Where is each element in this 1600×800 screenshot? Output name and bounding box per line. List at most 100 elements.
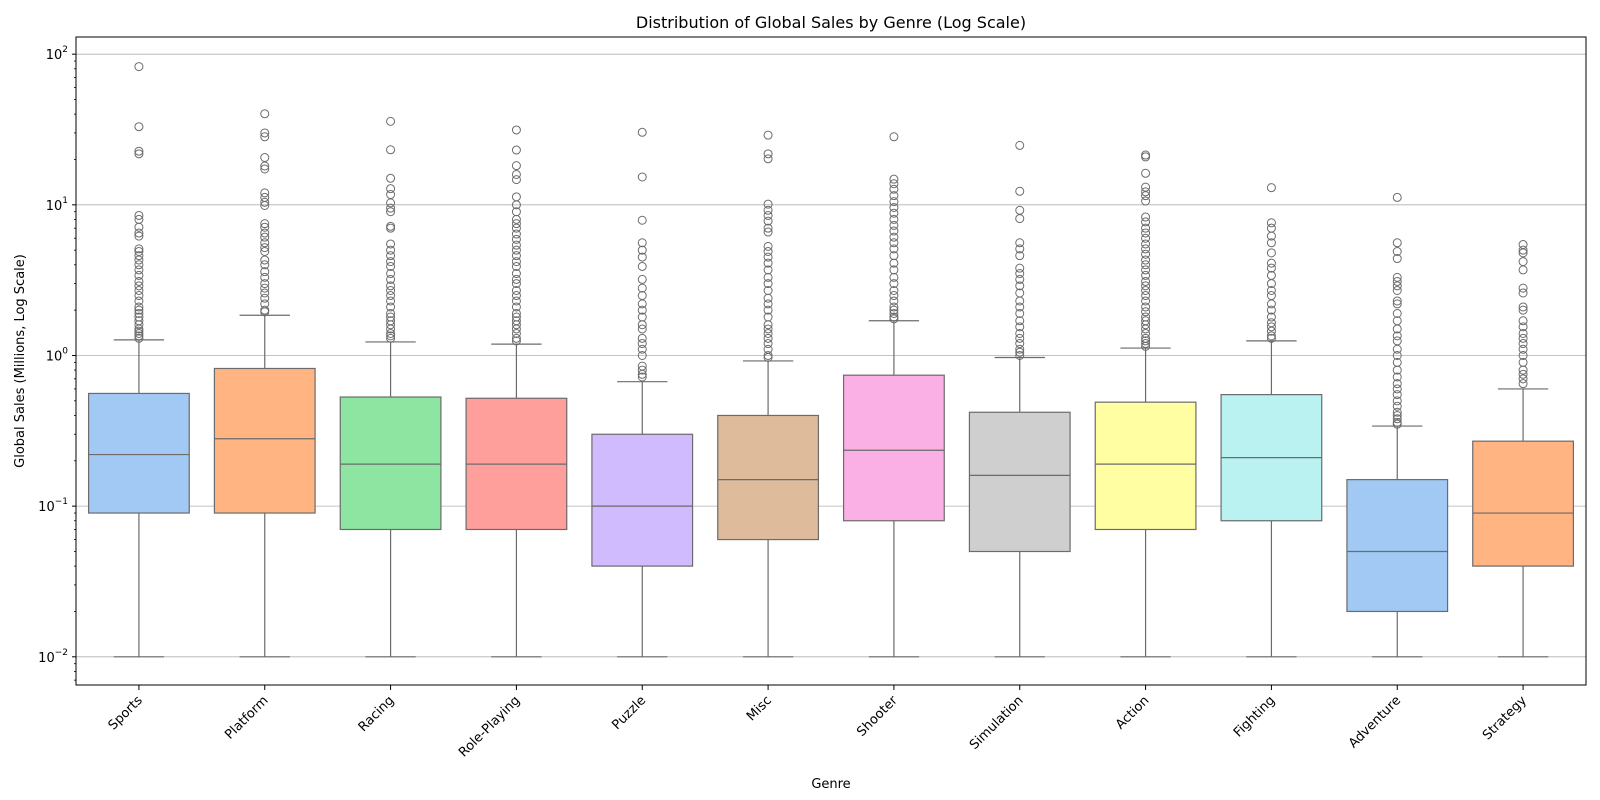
outlier-point xyxy=(1392,410,1402,420)
outlier-point xyxy=(763,320,773,330)
box-adventure xyxy=(1346,192,1449,658)
outlier-point xyxy=(511,214,521,224)
outlier-point xyxy=(637,215,647,225)
outlier-point xyxy=(260,238,270,248)
outlier-point xyxy=(637,369,647,379)
outlier-point xyxy=(386,274,396,284)
outlier-point xyxy=(1266,183,1276,193)
outlier-point xyxy=(1141,341,1151,351)
outlier-point xyxy=(134,149,144,159)
outlier-point xyxy=(1392,308,1402,318)
outlier-point xyxy=(889,179,899,189)
outlier-point xyxy=(511,145,521,155)
outlier-point xyxy=(134,244,144,254)
outlier-point xyxy=(260,161,270,171)
outlier-point xyxy=(1392,365,1402,375)
outlier-point xyxy=(637,127,647,137)
outlier-point xyxy=(1518,322,1528,332)
outlier-point xyxy=(1141,324,1151,334)
outlier-point xyxy=(134,265,144,275)
outlier-point xyxy=(763,265,773,275)
outlier-point xyxy=(511,240,521,250)
outlier-point xyxy=(386,281,396,291)
outlier-point xyxy=(134,255,144,265)
outlier-point xyxy=(134,251,144,261)
outlier-point xyxy=(1141,336,1151,346)
outlier-point xyxy=(1266,231,1276,241)
outlier-point xyxy=(1015,263,1025,273)
box-fighting xyxy=(1220,183,1323,658)
outlier-point xyxy=(1015,322,1025,332)
outlier-point xyxy=(1392,192,1402,202)
outlier-point xyxy=(637,238,647,248)
outlier-point xyxy=(386,302,396,312)
outlier-point xyxy=(889,291,899,301)
outlier-point xyxy=(134,331,144,341)
outlier-point xyxy=(1141,281,1151,291)
box-body xyxy=(717,414,820,541)
outlier-point xyxy=(511,219,521,229)
outlier-point xyxy=(1266,322,1276,332)
outlier-point xyxy=(1141,233,1151,243)
outlier-point xyxy=(763,339,773,349)
outlier-point xyxy=(1015,214,1025,224)
chart-title: Distribution of Global Sales by Genre (L… xyxy=(636,13,1026,32)
outlier-point xyxy=(763,216,773,226)
outlier-point xyxy=(1266,263,1276,273)
outlier-point xyxy=(260,293,270,303)
outlier-point xyxy=(763,223,773,233)
outlier-point xyxy=(1141,223,1151,233)
box-body xyxy=(87,392,190,514)
outlier-point xyxy=(763,199,773,209)
outlier-point xyxy=(889,258,899,268)
outlier-point xyxy=(763,252,773,262)
outlier-point xyxy=(1266,326,1276,336)
outlier-point xyxy=(1141,244,1151,254)
outlier-point xyxy=(637,261,647,271)
outlier-point xyxy=(134,333,144,343)
outlier-point xyxy=(637,350,647,360)
outlier-point xyxy=(511,234,521,244)
outlier-point xyxy=(637,324,647,334)
outlier-point xyxy=(511,245,521,255)
outlier-point xyxy=(1266,279,1276,289)
box-body xyxy=(842,374,945,522)
outlier-point xyxy=(134,308,144,318)
outlier-point xyxy=(134,320,144,330)
outlier-point xyxy=(1015,350,1025,360)
outlier-point xyxy=(1141,265,1151,275)
outlier-point xyxy=(260,232,270,242)
box-body xyxy=(1472,440,1575,567)
outlier-point xyxy=(134,146,144,156)
outlier-point xyxy=(511,324,521,334)
outlier-point xyxy=(1518,265,1528,275)
box-body xyxy=(213,367,316,514)
outlier-point xyxy=(511,291,521,301)
y-axis: 10−2 10−1 100 101 102 xyxy=(38,45,76,681)
outlier-point xyxy=(260,288,270,298)
outlier-point xyxy=(260,132,270,142)
outlier-point xyxy=(260,260,270,270)
gridlines xyxy=(76,53,1586,658)
outlier-point xyxy=(511,274,521,284)
y-tick-label: 101 xyxy=(46,196,68,214)
outlier-point xyxy=(1518,369,1528,379)
outlier-point xyxy=(637,305,647,315)
outlier-point xyxy=(260,200,270,210)
outlier-point xyxy=(1518,316,1528,326)
outlier-point xyxy=(763,227,773,237)
outlier-point xyxy=(637,274,647,284)
box-sports xyxy=(87,62,190,658)
outlier-point xyxy=(1266,312,1276,322)
outlier-point xyxy=(763,241,773,251)
outlier-point xyxy=(1141,286,1151,296)
outlier-point xyxy=(889,220,899,230)
outlier-point xyxy=(1015,308,1025,318)
outlier-point xyxy=(1392,350,1402,360)
boxes xyxy=(87,62,1575,658)
outlier-point xyxy=(511,336,521,346)
outlier-point xyxy=(889,286,899,296)
outlier-point xyxy=(511,251,521,261)
outlier-point xyxy=(511,261,521,271)
outlier-point xyxy=(1392,344,1402,354)
